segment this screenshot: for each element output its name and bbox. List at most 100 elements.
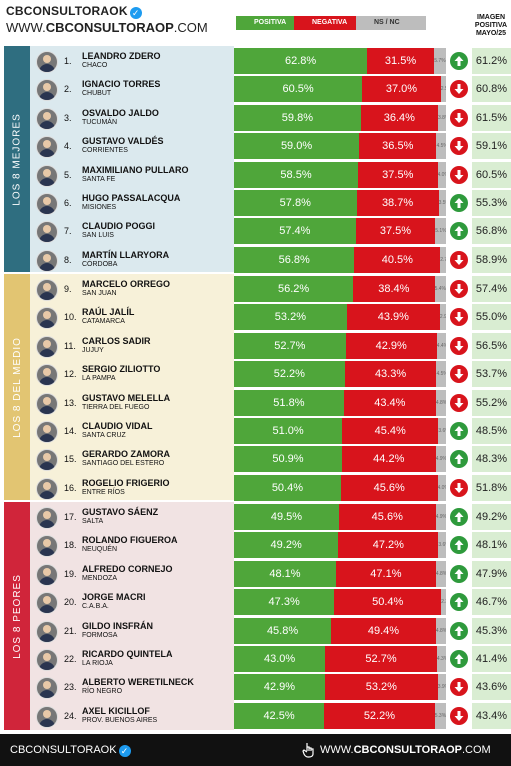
nsnc-bar: 4.0% (437, 161, 446, 188)
trend-up-icon (450, 650, 468, 668)
negative-bar: 53.2% (324, 674, 438, 701)
legend-nsnc: NS / NC (356, 16, 426, 30)
positive-image-value: 43.6% (475, 681, 508, 694)
trend-down-icon (450, 393, 468, 412)
negative-label: 37.5% (379, 225, 412, 238)
rank: 17. (64, 512, 77, 522)
trend-down-icon (450, 478, 468, 497)
image-cell (472, 702, 511, 729)
section-band (30, 274, 234, 500)
negative-label: 43.9% (377, 311, 409, 324)
negative-label: 40.5% (381, 253, 413, 266)
negative-bar: 47.2% (338, 532, 439, 559)
governor-name: CARLOS SADIR (82, 335, 151, 346)
avatar (36, 507, 58, 529)
province-name: MENDOZA (82, 574, 117, 582)
footer: CBCONSULTORAOK ✓ WWW.CBCONSULTORAOP.COM (0, 734, 511, 766)
positive-image-value: 48.1% (475, 539, 508, 552)
positive-bar: 60.5% (234, 76, 363, 103)
governor-name: ROLANDO FIGUEROA (82, 535, 178, 546)
positive-image-value: 55.2% (475, 396, 508, 409)
negative-label: 44.2% (373, 453, 405, 466)
negative-label: 52.2% (363, 709, 396, 722)
governor-name: ROGELIO FRIGERIO (82, 477, 170, 488)
image-cell (472, 646, 511, 672)
positive-label: 43.0% (263, 653, 296, 665)
positive-bar: 51.8% (234, 389, 344, 416)
negative-bar: 36.5% (359, 133, 437, 160)
trend-up-icon (450, 621, 468, 640)
avatar (36, 364, 58, 387)
brand-handle[interactable]: CBCONSULTORAOK ✓ (6, 4, 142, 19)
province-name: CORRIENTES (82, 147, 128, 155)
positive-label: 45.8% (266, 624, 299, 637)
avatar (36, 421, 58, 443)
positive-bar: 50.9% (234, 446, 342, 473)
governor-name: MARTÍN LLARYORA (82, 249, 170, 260)
positive-label: 57.8% (279, 197, 311, 209)
trend-down-icon (450, 280, 468, 298)
nsnc-label: 5.7% (434, 58, 446, 64)
negative-label: 45.6% (371, 511, 403, 523)
positive-image-value: 60.8% (475, 83, 508, 96)
trend-down-icon (450, 365, 468, 384)
section-middle: LOS 8 DEL MEDIO (4, 274, 30, 500)
avatar (36, 307, 58, 330)
table-row: 7. CLAUDIO POGGI SAN LUIS 57.4% 37.5% 5.1% 56.… (0, 217, 511, 245)
trend-up-icon (450, 450, 468, 469)
nsnc-label: 5.4% (434, 286, 446, 292)
positive-bar: 49.5% (234, 504, 339, 530)
image-cell (472, 674, 511, 701)
trend-up-icon (450, 564, 468, 583)
nsnc-label: 3.8% (437, 114, 446, 121)
negative-label: 31.5% (384, 55, 417, 67)
rank: 10. (64, 312, 77, 323)
positive-image-value: 41.4% (475, 653, 508, 665)
negative-bar: 37.5% (358, 161, 438, 188)
negative-label: 45.6% (373, 481, 405, 494)
positive-bar: 48.1% (234, 560, 336, 587)
rank: 3. (64, 112, 72, 123)
trend-up-icon (450, 422, 468, 440)
nsnc-label: 2.5% (440, 86, 446, 93)
nsnc-label: 3.6% (438, 428, 446, 434)
positive-image-value: 55.0% (475, 311, 508, 324)
positive-label: 42.5% (263, 709, 295, 722)
province-name: TIERRA DEL FUEGO (82, 403, 150, 411)
positive-bar: 50.4% (234, 474, 341, 501)
table-row: 5. MAXIMILIANO PULLARO SANTA FE 58.5% 37.5% 4… (0, 161, 511, 189)
nsnc-bar: 2.3% (441, 589, 446, 616)
nsnc-bar: 3.6% (438, 532, 446, 559)
nsnc-label: 4.0% (437, 171, 446, 178)
positive-label: 51.0% (272, 425, 304, 437)
footer-handle[interactable]: CBCONSULTORAOK ✓ (10, 744, 131, 757)
positive-label: 52.7% (274, 339, 306, 352)
positive-label: 58.5% (280, 168, 312, 181)
governor-name: MAXIMILIANO PULLARO (82, 164, 189, 175)
positive-image-value: 51.8% (475, 481, 508, 494)
rank: 22. (64, 654, 77, 664)
positive-bar: 59.8% (234, 104, 361, 131)
footer-url[interactable]: WWW.CBCONSULTORAOP.COM (320, 744, 491, 756)
positive-image-value: 53.7% (475, 368, 508, 381)
nsnc-label: 4.0% (437, 484, 446, 491)
nsnc-bar: 2.5% (440, 76, 446, 103)
nsnc-label: 5.3% (434, 712, 446, 719)
nsnc-bar: 4.8% (435, 560, 446, 587)
negative-bar: 45.6% (340, 474, 438, 501)
verified-icon: ✓ (129, 7, 142, 19)
negative-bar: 49.4% (331, 617, 436, 644)
positive-image-value: 56.8% (475, 225, 508, 238)
governor-name: GUSTAVO SÁENZ (82, 507, 159, 517)
nsnc-label: 4.4% (436, 342, 446, 349)
positive-bar: 47.3% (234, 589, 335, 616)
governor-name: RICARDO QUINTELA (82, 649, 173, 659)
verified-icon: ✓ (118, 745, 131, 757)
brand-url[interactable]: WWW.CBCONSULTORAOP.COM (6, 20, 208, 35)
trend-down-icon (450, 165, 468, 184)
negative-bar: 43.9% (346, 304, 440, 331)
nsnc-label: 5.1% (435, 228, 446, 235)
province-name: SAN JUAN (82, 290, 117, 297)
